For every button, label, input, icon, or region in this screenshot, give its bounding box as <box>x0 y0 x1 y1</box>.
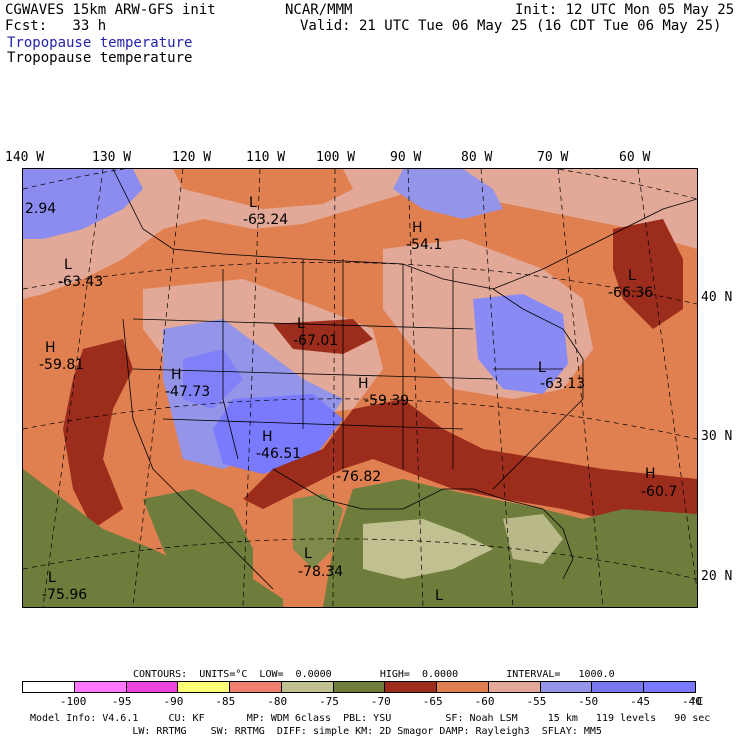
legend-swatch <box>333 682 386 692</box>
legend-tick-label: -85 <box>215 695 236 708</box>
extremum-value: -63.43 <box>58 274 104 290</box>
extremum-value: -54.1 <box>406 237 443 253</box>
lon-label: 130 W <box>92 150 132 165</box>
legend-swatch <box>385 682 438 692</box>
extremum-value: -76.82 <box>336 469 382 485</box>
legend-tick-label: -65 <box>422 695 443 708</box>
low-marker: L <box>64 257 72 273</box>
extremum-value: -63.24 <box>243 212 289 228</box>
lat-label: 20 N <box>701 569 733 584</box>
lon-label: 60 W <box>619 150 651 165</box>
legend-swatch <box>540 682 593 692</box>
model-info-line-2: LW: RRTMG SW: RRTMG DIFF: simple KM: 2D … <box>30 726 602 737</box>
lon-label: 80 W <box>461 150 493 165</box>
model-info-line-1: Model Info: V4.6.1 CU: KF MP: WDM 6class… <box>30 713 711 724</box>
legend-swatch <box>437 682 489 692</box>
legend-tick-label: -60 <box>474 695 495 708</box>
legend-swatch <box>488 682 541 692</box>
legend-swatch <box>592 682 645 692</box>
extremum-value: -60.7 <box>641 484 678 500</box>
lat-label: 30 N <box>701 429 733 444</box>
high-marker: H <box>262 429 273 445</box>
legend-swatch <box>644 682 695 692</box>
lon-label: 110 W <box>246 150 286 165</box>
extremum-value: -75.96 <box>42 587 88 603</box>
extremum-value: -66.36 <box>608 285 654 301</box>
legend-swatch <box>178 682 231 692</box>
tropopause-temperature-map: L -63.24 H -54.1 L -63.43 L -66.36 H -59… <box>22 168 698 608</box>
low-marker: L <box>249 195 257 211</box>
extremum-value: 2.94 <box>25 201 57 217</box>
high-marker: H <box>45 340 56 356</box>
model-name: CGWAVES 15km ARW-GFS init <box>5 2 216 18</box>
lon-label: 100 W <box>316 150 356 165</box>
contours-info: CONTOURS: UNITS=°C LOW= 0.0000 HIGH= 0.0… <box>133 669 615 680</box>
low-marker: L <box>538 360 546 376</box>
high-marker: H <box>412 220 423 236</box>
init-time: Init: 12 UTC Mon 05 May 25 <box>515 2 735 18</box>
extremum-value: -67.01 <box>293 333 339 349</box>
legend-swatch <box>23 682 75 692</box>
high-marker: H <box>171 367 182 383</box>
legend-tick-label: -55 <box>526 695 547 708</box>
map-canvas <box>23 169 697 607</box>
forecast-hour: Fcst: 33 h <box>5 18 107 34</box>
color-legend <box>22 681 696 693</box>
low-marker: L <box>435 588 443 604</box>
high-marker: H <box>358 376 369 392</box>
low-marker: L <box>304 546 312 562</box>
legend-swatch <box>281 682 334 692</box>
lon-label: 140 W <box>5 150 45 165</box>
extremum-value: -59.39 <box>364 393 410 409</box>
legend-tick-label: -70 <box>370 695 391 708</box>
legend-tick-label: -75 <box>319 695 339 708</box>
legend-tick-label: -40 <box>682 695 702 708</box>
extremum-value: -47.73 <box>165 384 211 400</box>
legend-tick-label: -45 <box>630 695 651 708</box>
low-marker: L <box>628 268 636 284</box>
legend-tick-label: -90 <box>163 695 184 708</box>
legend-tick-label: -50 <box>578 695 599 708</box>
legend-tick-label: -95 <box>111 695 132 708</box>
legend-tick-label: -80 <box>267 695 288 708</box>
legend-swatch <box>126 682 179 692</box>
field-title: Tropopause temperature <box>7 35 193 51</box>
field-title-secondary: Tropopause temperature <box>7 50 193 66</box>
lon-label: 70 W <box>537 150 569 165</box>
legend-unit: °C <box>690 695 704 708</box>
extremum-value: -63.13 <box>540 376 586 392</box>
valid-time: Valid: 21 UTC Tue 06 May 25 (16 CDT Tue … <box>300 18 722 34</box>
extremum-value: -78.34 <box>298 564 344 580</box>
lat-label: 40 N <box>701 290 733 305</box>
legend-swatch <box>74 682 127 692</box>
legend-swatch <box>230 682 282 692</box>
extremum-value: -46.51 <box>256 446 302 462</box>
low-marker: L <box>297 316 305 332</box>
high-marker: H <box>645 466 656 482</box>
lon-label: 90 W <box>390 150 422 165</box>
legend-tick-label: -100 <box>59 695 87 708</box>
lon-label: 120 W <box>172 150 212 165</box>
low-marker: L <box>48 570 56 586</box>
extremum-value: -59.81 <box>39 357 85 373</box>
organization: NCAR/MMM <box>285 2 353 18</box>
